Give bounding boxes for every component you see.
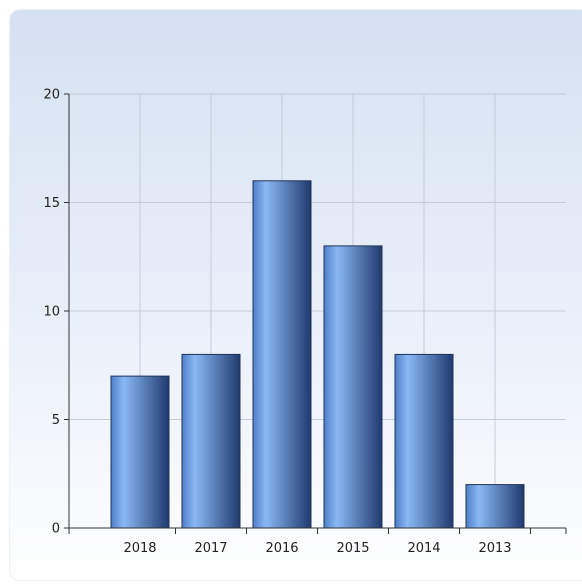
- y-tick-label-15: 15: [43, 196, 60, 211]
- bar-2018[interactable]: [110, 375, 170, 529]
- bar-2016[interactable]: [252, 180, 312, 529]
- bar-2014[interactable]: [394, 353, 454, 529]
- bar-2015[interactable]: [323, 245, 383, 529]
- x-tick-label-2017: 2017: [194, 541, 227, 556]
- x-tick-label-2018: 2018: [123, 541, 156, 556]
- x-tick-label-2016: 2016: [265, 541, 298, 556]
- axes: [64, 93, 567, 534]
- y-tick-label-0: 0: [52, 522, 60, 537]
- x-tick-label-2015: 2015: [336, 541, 369, 556]
- bar-2013[interactable]: [465, 484, 525, 529]
- tick-labels: 0 5 10 15 20 2018 2017 2016 2015 2014 2013: [43, 88, 511, 557]
- y-tick-label-20: 20: [43, 88, 60, 103]
- y-tick-label-10: 10: [43, 305, 60, 320]
- bar-2017[interactable]: [181, 353, 241, 529]
- y-tick-label-5: 5: [52, 413, 60, 428]
- x-tick-label-2013: 2013: [478, 541, 511, 556]
- bars: [110, 180, 525, 529]
- x-tick-label-2014: 2014: [407, 541, 440, 556]
